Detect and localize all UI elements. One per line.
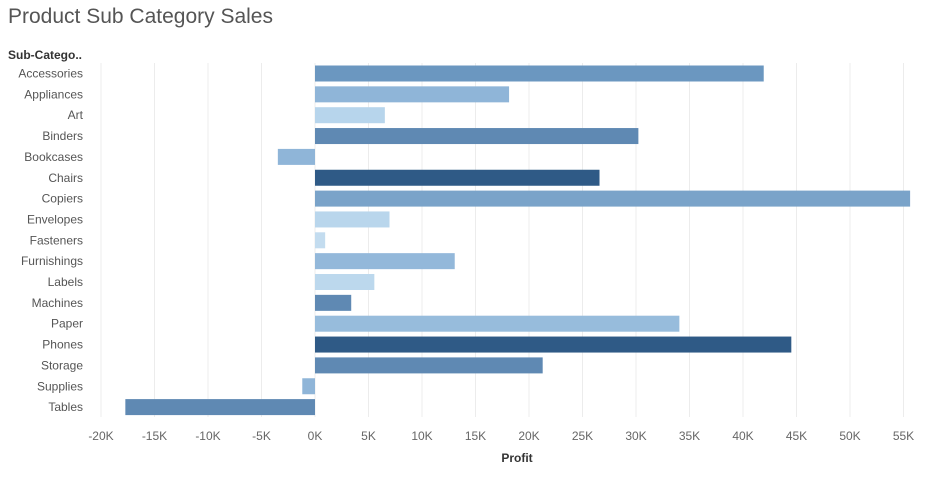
category-label: Fasteners <box>30 233 83 247</box>
x-tick-label: -20K <box>88 429 113 443</box>
x-tick-label: 45K <box>786 429 807 443</box>
x-tick-label: 0K <box>308 429 323 443</box>
x-tick-label: -10K <box>195 429 220 443</box>
bar <box>302 378 315 395</box>
category-label: Chairs <box>48 171 83 185</box>
category-label: Phones <box>42 338 83 352</box>
bar <box>315 274 375 290</box>
bar <box>315 232 326 249</box>
bar <box>315 190 911 207</box>
category-label: Binders <box>42 129 83 143</box>
bar <box>315 315 680 332</box>
category-label: Paper <box>51 317 83 331</box>
bar <box>315 294 352 311</box>
bar <box>277 148 315 165</box>
chart-title: Product Sub Category Sales <box>8 5 273 28</box>
x-tick-label: -15K <box>142 429 167 443</box>
category-label: Labels <box>48 275 83 289</box>
bar <box>315 336 792 353</box>
x-tick-label: 10K <box>411 429 432 443</box>
category-label: Furnishings <box>21 254 83 268</box>
category-labels: Accessories Appliances Art Binders Bookcases… <box>18 67 83 415</box>
bar <box>315 211 390 228</box>
gridlines <box>100 63 904 417</box>
x-tick-label: 5K <box>361 429 376 443</box>
x-tick-label: 15K <box>465 429 486 443</box>
category-label: Machines <box>32 296 83 310</box>
x-tick-label: 20K <box>518 429 539 443</box>
bar <box>315 357 543 374</box>
x-tick-label: 30K <box>625 429 646 443</box>
x-tick-label: 50K <box>839 429 860 443</box>
category-axis-header: Sub-Catego.. <box>8 48 82 62</box>
category-label: Copiers <box>42 192 83 206</box>
bar <box>315 128 639 145</box>
bar <box>315 65 764 82</box>
x-axis-title: Profit <box>501 451 532 465</box>
bar <box>125 399 315 416</box>
category-label: Envelopes <box>27 212 83 226</box>
bar <box>315 169 600 186</box>
category-label: Art <box>68 108 84 122</box>
x-tick-label: -5K <box>252 429 271 443</box>
category-label: Accessories <box>18 67 83 81</box>
bars <box>125 65 911 416</box>
bar <box>315 107 385 124</box>
category-label: Storage <box>41 358 83 372</box>
category-label: Tables <box>48 400 83 414</box>
bar <box>315 253 455 270</box>
x-tick-label: 40K <box>732 429 753 443</box>
x-tick-label: 35K <box>679 429 700 443</box>
category-label: Supplies <box>37 379 83 393</box>
category-label: Bookcases <box>24 150 83 164</box>
category-label: Appliances <box>24 87 83 101</box>
x-tick-label: 25K <box>572 429 593 443</box>
x-axis-ticks: -20K -15K -10K -5K 0K 5K 10K 15K 20K 25K 30K 35K 40K… <box>88 429 914 443</box>
x-tick-label: 55K <box>893 429 914 443</box>
bar <box>315 86 510 103</box>
